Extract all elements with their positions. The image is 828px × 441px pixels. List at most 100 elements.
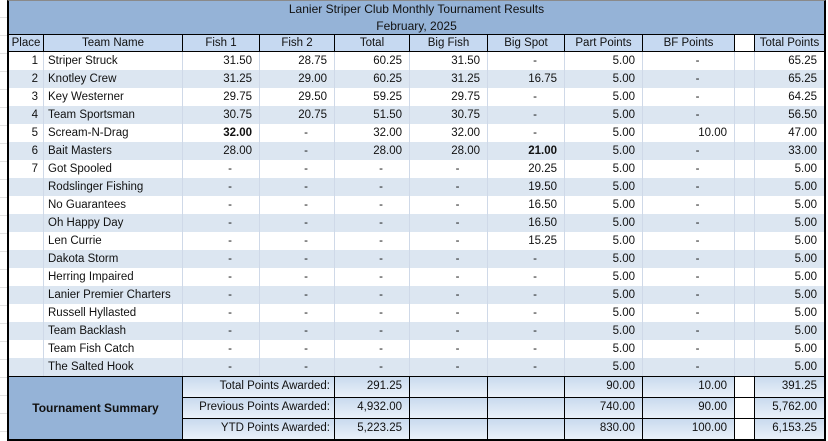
cell-fish2[interactable]: - [260,214,335,232]
cell-total[interactable]: - [335,340,410,358]
tournament-summary-label[interactable]: Tournament Summary [9,376,183,439]
cell-total-points[interactable]: 5.00 [794,235,817,247]
column-header-big-fish[interactable]: Big Fish [410,35,488,51]
cell-total[interactable]: - [335,322,410,340]
cell-total-points[interactable]: 47.00 [788,127,817,139]
summary-total-value[interactable]: 5,223.25 [335,419,410,439]
cell-part-points[interactable]: 5.00 [565,214,643,232]
cell-bf-points[interactable]: - [643,52,735,70]
cell-big-fish[interactable]: - [410,286,488,304]
summary-bf-points-value[interactable]: 10.00 [643,377,735,397]
cell-team-name[interactable]: Lanier Premier Charters [44,286,183,304]
cell-total-points[interactable]: 33.00 [788,145,817,157]
cell-bf-points[interactable]: - [643,70,735,88]
cell-fish1[interactable]: 31.50 [183,52,260,70]
cell-team-name[interactable]: Team Backlash [44,322,183,340]
cell-total-points[interactable]: 5.00 [794,253,817,265]
cell-fish2[interactable]: - [260,322,335,340]
cell-total-points[interactable]: 5.00 [794,163,817,175]
cell-bf-points[interactable]: 10.00 [643,124,735,142]
cell-fish2[interactable]: 20.75 [260,106,335,124]
cell-place[interactable] [9,232,44,250]
cell-team-name[interactable]: Team Fish Catch [44,340,183,358]
cell-place[interactable]: 3 [9,88,44,106]
cell-team-name[interactable]: Russell Hyllasted [44,304,183,322]
summary-row-label[interactable]: YTD Points Awarded: [183,419,335,439]
summary-total-points-value[interactable]: 6,153.25 [755,419,824,439]
cell-part-points[interactable]: 5.00 [565,286,643,304]
summary-spacer[interactable] [735,377,755,397]
cell-spacer[interactable] [735,340,755,358]
cell-part-points[interactable]: 5.00 [565,160,643,178]
cell-big-fish[interactable]: 32.00 [410,124,488,142]
cell-team-name[interactable]: No Guarantees [44,196,183,214]
cell-big-fish[interactable]: 31.25 [410,70,488,88]
cell-place[interactable]: 2 [9,70,44,88]
cell-big-fish[interactable]: - [410,214,488,232]
cell-big-spot[interactable]: 16.50 [488,214,565,232]
cell-total-points[interactable]: 5.00 [794,325,817,337]
cell-fish1[interactable]: - [183,358,260,376]
cell-big-spot[interactable]: - [488,322,565,340]
cell-fish1[interactable]: - [183,322,260,340]
cell-big-spot[interactable]: - [488,286,565,304]
cell-place[interactable] [9,358,44,376]
cell-big-spot[interactable]: 16.50 [488,196,565,214]
summary-part-points-value[interactable]: 830.00 [565,419,643,439]
cell-team-name[interactable]: The Salted Hook [44,358,183,376]
cell-big-fish[interactable]: 30.75 [410,106,488,124]
cell-team-name[interactable]: Bait Masters [44,142,183,160]
cell-place[interactable] [9,268,44,286]
summary-bf-points-value[interactable]: 90.00 [643,398,735,418]
cell-big-spot[interactable]: - [488,250,565,268]
cell-total[interactable]: - [335,178,410,196]
cell-big-fish[interactable]: - [410,340,488,358]
cell-total-points[interactable]: 5.00 [794,217,817,229]
summary-empty-big-fish[interactable] [410,398,488,418]
cell-place[interactable]: 1 [9,52,44,70]
cell-total[interactable]: - [335,196,410,214]
summary-empty-big-fish[interactable] [410,377,488,397]
cell-part-points[interactable]: 5.00 [565,322,643,340]
cell-spacer[interactable] [735,304,755,322]
column-header-spacer[interactable] [735,35,755,51]
cell-total-points[interactable]: 65.25 [788,55,817,67]
cell-fish1[interactable]: - [183,250,260,268]
cell-bf-points[interactable]: - [643,142,735,160]
cell-spacer[interactable] [735,106,755,124]
cell-spacer[interactable] [735,142,755,160]
cell-big-spot[interactable]: 16.75 [488,70,565,88]
cell-big-fish[interactable]: - [410,196,488,214]
cell-total[interactable]: 60.25 [335,70,410,88]
cell-big-spot[interactable]: 19.50 [488,178,565,196]
summary-bf-points-value[interactable]: 100.00 [643,419,735,439]
cell-fish2[interactable]: - [260,124,335,142]
cell-fish1[interactable]: - [183,286,260,304]
cell-place[interactable] [9,196,44,214]
cell-bf-points[interactable]: - [643,268,735,286]
cell-place[interactable] [9,304,44,322]
summary-empty-big-fish[interactable] [410,419,488,439]
summary-empty-big-spot[interactable] [488,377,565,397]
cell-spacer[interactable] [735,322,755,340]
cell-total[interactable]: 59.25 [335,88,410,106]
cell-fish1[interactable]: 31.25 [183,70,260,88]
cell-spacer[interactable] [735,178,755,196]
cell-fish2[interactable]: 29.50 [260,88,335,106]
cell-fish2[interactable]: - [260,232,335,250]
cell-place[interactable] [9,322,44,340]
cell-bf-points[interactable]: - [643,106,735,124]
summary-empty-big-spot[interactable] [488,398,565,418]
cell-total-points[interactable]: 65.25 [788,73,817,85]
cell-total[interactable]: 60.25 [335,52,410,70]
cell-part-points[interactable]: 5.00 [565,268,643,286]
cell-fish1[interactable]: - [183,196,260,214]
cell-place[interactable]: 6 [9,142,44,160]
cell-fish2[interactable]: - [260,304,335,322]
cell-big-fish[interactable]: - [410,160,488,178]
summary-spacer[interactable] [735,398,755,418]
column-header-fish2[interactable]: Fish 2 [260,35,335,51]
cell-team-name[interactable]: Dakota Storm [44,250,183,268]
cell-fish2[interactable]: 28.75 [260,52,335,70]
cell-team-name[interactable]: Team Sportsman [44,106,183,124]
